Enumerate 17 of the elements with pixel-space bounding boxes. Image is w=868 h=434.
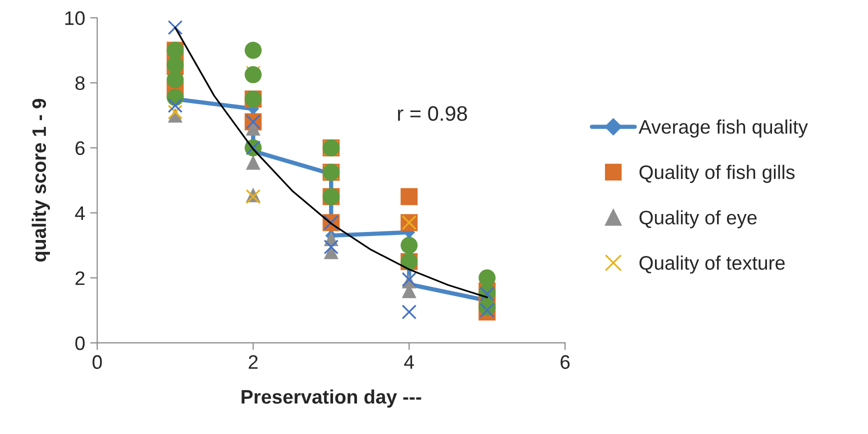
legend-label: Average fish quality (638, 119, 808, 138)
annotation: r = 0.98 (398, 106, 467, 121)
x-tick-label: 4 (404, 355, 414, 369)
y-tick-label: 8 (75, 76, 85, 90)
y-tick-label: 6 (76, 141, 85, 156)
legend-label: Quality of fish gills (640, 164, 795, 183)
y-axis-title: quality score 1 - 9 (32, 98, 50, 262)
x-tick-label: 0 (92, 355, 102, 369)
x-tick-label: 2 (248, 355, 258, 369)
x-tick-label: 6 (560, 355, 570, 369)
y-tick-label: 2 (76, 271, 84, 285)
legend-label: Quality of texture (640, 256, 785, 274)
y-tick-label: 10 (65, 11, 85, 26)
legend-label: Quality of eye (640, 210, 757, 228)
y-tick-label: 4 (75, 206, 85, 220)
y-tick-label: 0 (75, 336, 85, 350)
x-axis-title: Preservation day --- (242, 389, 422, 408)
